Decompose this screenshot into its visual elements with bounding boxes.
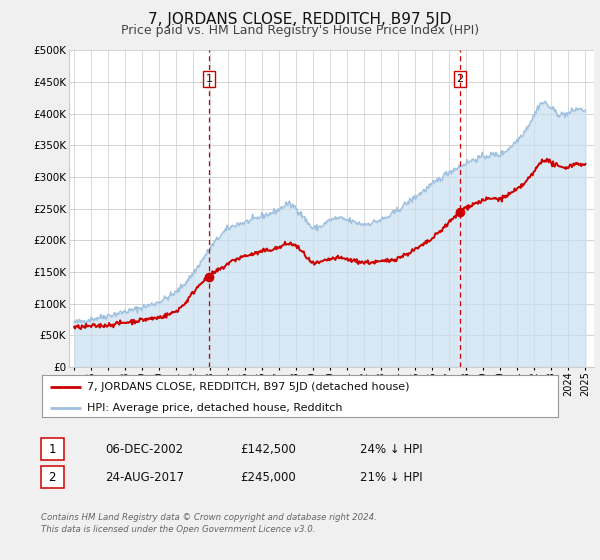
Text: 7, JORDANS CLOSE, REDDITCH, B97 5JD: 7, JORDANS CLOSE, REDDITCH, B97 5JD: [148, 12, 452, 27]
Text: Price paid vs. HM Land Registry's House Price Index (HPI): Price paid vs. HM Land Registry's House …: [121, 24, 479, 36]
Text: 1: 1: [206, 74, 212, 84]
Text: 24-AUG-2017: 24-AUG-2017: [105, 470, 184, 484]
Text: 24% ↓ HPI: 24% ↓ HPI: [360, 442, 422, 456]
Text: 06-DEC-2002: 06-DEC-2002: [105, 442, 183, 456]
Text: 2: 2: [457, 74, 464, 84]
Text: 21% ↓ HPI: 21% ↓ HPI: [360, 470, 422, 484]
Text: 1: 1: [49, 442, 56, 456]
Text: HPI: Average price, detached house, Redditch: HPI: Average price, detached house, Redd…: [88, 403, 343, 413]
Text: £142,500: £142,500: [240, 442, 296, 456]
Text: £245,000: £245,000: [240, 470, 296, 484]
Text: This data is licensed under the Open Government Licence v3.0.: This data is licensed under the Open Gov…: [41, 525, 316, 534]
Text: Contains HM Land Registry data © Crown copyright and database right 2024.: Contains HM Land Registry data © Crown c…: [41, 514, 377, 522]
Text: 7, JORDANS CLOSE, REDDITCH, B97 5JD (detached house): 7, JORDANS CLOSE, REDDITCH, B97 5JD (det…: [88, 382, 410, 392]
Text: 2: 2: [49, 470, 56, 484]
